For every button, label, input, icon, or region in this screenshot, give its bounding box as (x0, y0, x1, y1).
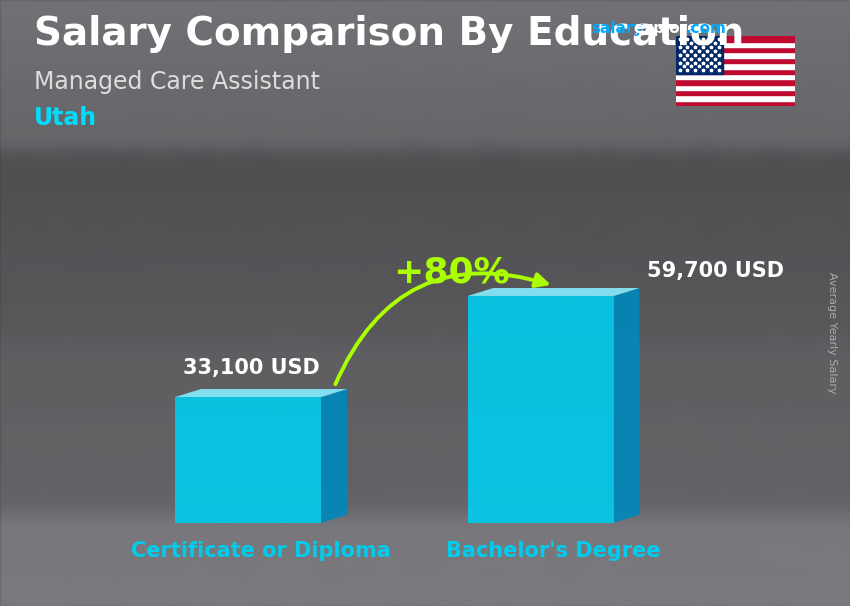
Text: salary: salary (591, 21, 643, 36)
Text: Certificate or Diploma: Certificate or Diploma (131, 541, 391, 561)
Polygon shape (614, 288, 639, 523)
Bar (676, 85, 795, 90)
Bar (676, 68, 795, 74)
Text: 33,100 USD: 33,100 USD (183, 358, 320, 378)
Bar (676, 42, 795, 47)
Bar (676, 53, 795, 58)
Bar (676, 47, 795, 53)
Bar (676, 36, 795, 42)
Bar (676, 79, 795, 85)
Polygon shape (468, 296, 614, 523)
Bar (676, 95, 795, 101)
Text: 59,700 USD: 59,700 USD (647, 261, 784, 281)
Bar (676, 58, 795, 63)
Bar (676, 74, 795, 79)
Bar (676, 36, 723, 74)
Polygon shape (175, 397, 321, 523)
Text: .com: .com (685, 21, 726, 36)
Text: Average Yearly Salary: Average Yearly Salary (827, 273, 837, 394)
Bar (676, 63, 795, 68)
Bar (676, 101, 795, 106)
Text: explorer: explorer (633, 21, 706, 36)
Text: Salary Comparison By Education: Salary Comparison By Education (34, 15, 745, 53)
FancyArrowPatch shape (336, 273, 547, 384)
Text: Bachelor's Degree: Bachelor's Degree (446, 541, 661, 561)
Polygon shape (468, 288, 639, 296)
Text: +80%: +80% (393, 256, 510, 290)
Text: Managed Care Assistant: Managed Care Assistant (34, 70, 320, 94)
Bar (676, 90, 795, 95)
Polygon shape (175, 389, 347, 397)
Polygon shape (321, 389, 347, 523)
Text: Utah: Utah (34, 106, 97, 130)
